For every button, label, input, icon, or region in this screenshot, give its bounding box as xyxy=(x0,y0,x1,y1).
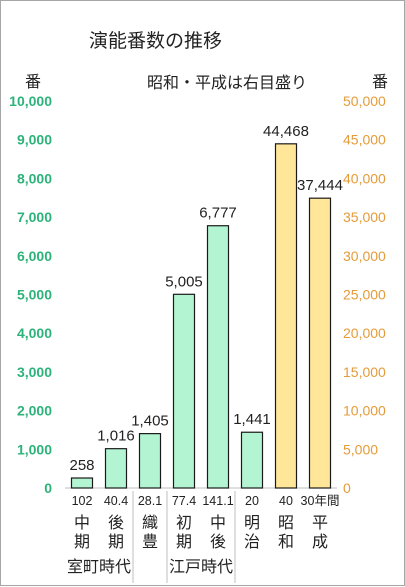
era-group-label: 室町時代 xyxy=(67,557,131,576)
left-tick-label: 5,000 xyxy=(17,287,52,303)
bar-value-label: 258 xyxy=(69,457,94,474)
bar-3 xyxy=(172,293,196,489)
right-tick-label: 30,000 xyxy=(343,248,386,264)
era-group-label: 江戸時代 xyxy=(169,557,233,576)
right-tick-label: 50,000 xyxy=(343,93,386,109)
years-label: 40 xyxy=(279,494,293,508)
right-tick-label: 20,000 xyxy=(343,325,386,341)
left-tick-label: 10,000 xyxy=(9,93,52,109)
years-label: 40.4 xyxy=(104,494,128,508)
period-label-char: 織 xyxy=(142,513,158,532)
right-axis-unit: 番 xyxy=(372,72,388,91)
period-label-char: 治 xyxy=(244,532,260,551)
bar-value-label: 5,005 xyxy=(165,273,203,290)
bar-value-label: 1,405 xyxy=(131,413,169,430)
left-tick-label: 6,000 xyxy=(17,248,52,264)
right-tick-label: 25,000 xyxy=(343,287,386,303)
right-tick-label: 5,000 xyxy=(343,441,378,457)
left-tick-label: 0 xyxy=(44,480,52,496)
period-label-char: 後 xyxy=(210,532,226,551)
years-label: 30年間 xyxy=(301,494,340,508)
bar-1 xyxy=(104,448,128,489)
period-label-char: 成 xyxy=(312,532,328,551)
period-label-char: 和 xyxy=(278,532,294,551)
period-label-char: 中 xyxy=(74,513,90,532)
period-label-char: 明 xyxy=(244,513,260,532)
period-label-char: 豊 xyxy=(142,532,158,551)
chart-title: 演能番数の推移 xyxy=(89,30,222,52)
left-tick-label: 9,000 xyxy=(17,132,52,148)
left-tick-label: 2,000 xyxy=(17,403,52,419)
years-label: 141.1 xyxy=(202,494,233,508)
bar-0 xyxy=(70,477,94,489)
bar-6 xyxy=(274,143,298,489)
years-label: 77.4 xyxy=(172,494,196,508)
bar-value-label: 37,444 xyxy=(297,177,343,194)
period-label-char: 平 xyxy=(312,513,328,532)
years-label: 28.1 xyxy=(138,494,162,508)
period-label-char: 初 xyxy=(176,513,192,532)
right-tick-label: 40,000 xyxy=(343,170,386,186)
bar-value-label: 1,441 xyxy=(233,411,271,428)
right-tick-label: 10,000 xyxy=(343,403,386,419)
period-label-char: 期 xyxy=(74,532,90,551)
right-tick-label: 35,000 xyxy=(343,209,386,225)
years-label: 20 xyxy=(245,494,259,508)
left-tick-label: 8,000 xyxy=(17,170,52,186)
period-label-char: 期 xyxy=(108,532,124,551)
bar-5 xyxy=(240,431,264,489)
period-label-char: 中 xyxy=(210,513,226,532)
period-label-char: 昭 xyxy=(278,513,294,532)
left-tick-label: 7,000 xyxy=(17,209,52,225)
right-tick-label: 45,000 xyxy=(343,132,386,148)
bar-value-label: 44,468 xyxy=(263,123,309,140)
bar-value-label: 1,016 xyxy=(97,428,135,445)
scale-note: 昭和・平成は右目盛り xyxy=(147,73,307,92)
left-axis-unit: 番 xyxy=(25,72,41,91)
left-tick-label: 4,000 xyxy=(17,325,52,341)
period-label-char: 後 xyxy=(108,513,124,532)
bar-2 xyxy=(138,433,162,489)
left-tick-label: 1,000 xyxy=(17,441,52,457)
right-tick-label: 0 xyxy=(343,480,351,496)
years-label: 102 xyxy=(72,494,93,508)
right-tick-label: 15,000 xyxy=(343,364,386,380)
bar-7 xyxy=(308,197,332,489)
bar-4 xyxy=(206,225,230,489)
bar-value-label: 6,777 xyxy=(199,205,237,222)
period-label-char: 期 xyxy=(176,532,192,551)
left-tick-label: 3,000 xyxy=(17,364,52,380)
